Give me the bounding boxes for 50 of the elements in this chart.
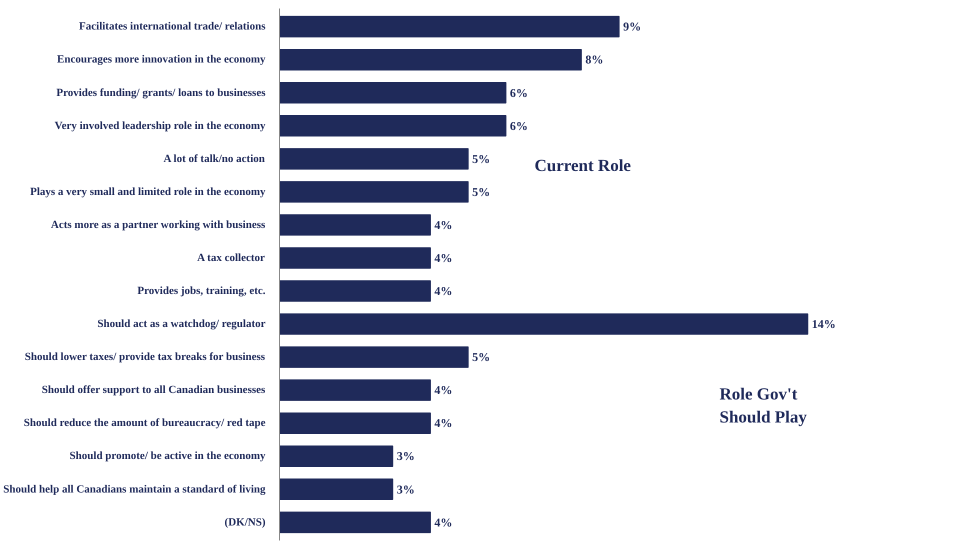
y-tick-label: A tax collector	[197, 252, 266, 264]
y-tick-label: Very involved leadership role in the economy	[54, 120, 266, 132]
data-label: 9%	[623, 20, 642, 34]
data-label: 6%	[510, 86, 528, 100]
data-label: 5%	[472, 350, 490, 364]
y-tick-label: A lot of talk/no action	[163, 152, 265, 165]
data-label: 4%	[434, 250, 452, 265]
bar	[280, 412, 431, 434]
y-tick-label: Should lower taxes/ provide tax breaks for business	[24, 351, 266, 364]
y-tick-label: Should reduce the amount of bureaucracy/ red tape	[24, 417, 266, 430]
bar	[280, 115, 506, 137]
bar	[280, 512, 431, 534]
bar	[280, 379, 431, 401]
bar	[280, 247, 431, 269]
data-label: 4%	[434, 284, 452, 298]
y-tick-label: Should act as a watchdog/ regulator	[97, 318, 266, 330]
data-label: 6%	[510, 118, 528, 133]
y-tick-label: Should offer support to all Canadian businesses	[42, 384, 266, 396]
data-label: 5%	[472, 184, 490, 199]
y-tick-label: Facilitates international trade/ relations	[79, 20, 266, 33]
bar	[280, 48, 582, 70]
data-label: 4%	[434, 218, 452, 232]
data-label: 8%	[585, 52, 604, 67]
data-label: 4%	[434, 383, 452, 398]
data-label: 14%	[812, 317, 836, 332]
y-tick-label: Plays a very small and limited role in the economy	[30, 186, 266, 198]
bar	[280, 478, 394, 500]
data-label: 5%	[472, 152, 490, 166]
y-tick-label: (DK/NS)	[224, 516, 266, 528]
bar	[280, 16, 620, 38]
bar	[280, 445, 394, 467]
y-tick-label: Provides jobs, training, etc.	[137, 285, 266, 298]
bar	[280, 181, 469, 203]
data-label: 3%	[396, 482, 415, 496]
y-tick-label: Acts more as a partner working with business	[50, 218, 266, 231]
y-tick-label: Should help all Canadians maintain a standard of living	[3, 483, 266, 496]
bar	[280, 82, 506, 104]
annotation: Current Role	[534, 156, 632, 175]
bar	[280, 313, 808, 335]
annotation: Role Gov't Should Play	[720, 384, 808, 426]
bar	[280, 214, 431, 236]
data-label: 4%	[434, 515, 452, 530]
y-tick-label: Provides funding/ grants/ loans to businesses	[56, 86, 266, 99]
bar	[280, 346, 469, 368]
data-label: 3%	[396, 449, 415, 464]
y-tick-label: Should promote/ be active in the economy	[70, 450, 266, 462]
bar	[280, 148, 469, 170]
data-label: 4%	[434, 416, 452, 430]
bar	[280, 280, 431, 302]
y-tick-label: Encourages more innovation in the economy	[57, 54, 266, 66]
